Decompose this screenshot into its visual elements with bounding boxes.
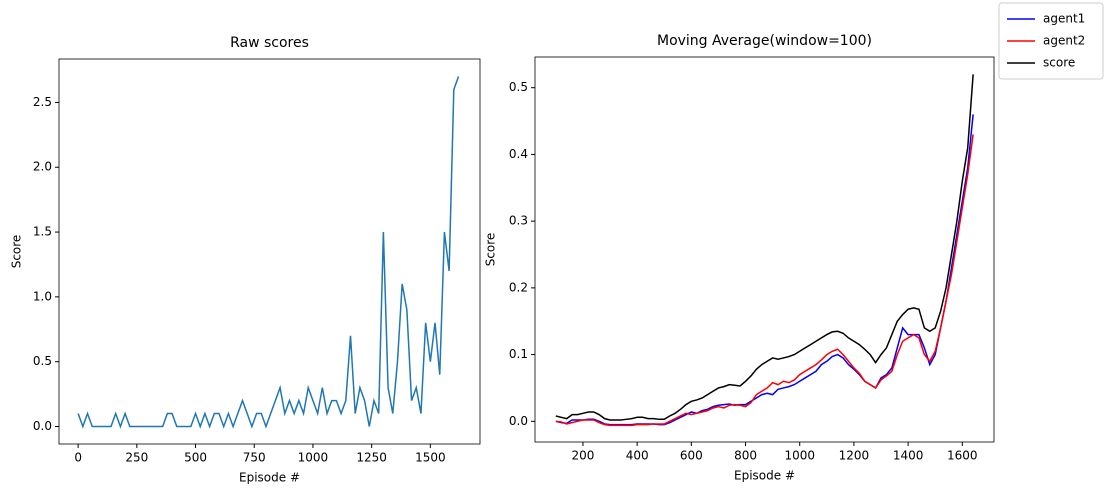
y-tick-label: 0.4 — [509, 147, 528, 161]
x-tick-label: 1000 — [298, 451, 329, 465]
y-tick-label: 0.5 — [33, 354, 52, 368]
y-tick-label: 2.0 — [33, 160, 52, 174]
x-tick-label: 200 — [572, 449, 595, 463]
x-tick-label: 400 — [626, 449, 649, 463]
x-tick-label: 250 — [125, 451, 148, 465]
x-axis-label: Episode # — [734, 469, 795, 483]
legend-label: agent1 — [1043, 12, 1085, 26]
data-line — [555, 134, 974, 427]
y-tick-label: 1.5 — [33, 225, 52, 239]
legend-label: agent2 — [1043, 34, 1085, 48]
x-tick-label: 1500 — [415, 451, 446, 465]
x-tick-label: 1200 — [839, 449, 870, 463]
y-tick-label: 0.0 — [509, 414, 528, 428]
y-tick-label: 2.5 — [33, 95, 52, 109]
legend-box — [998, 2, 1104, 80]
y-tick-label: 0.5 — [509, 80, 528, 94]
plot-frame — [534, 56, 995, 443]
x-tick-label: 800 — [734, 449, 757, 463]
y-tick-label: 0.0 — [33, 419, 52, 433]
x-tick-label: 500 — [184, 451, 207, 465]
data-line — [555, 74, 974, 421]
x-tick-label: 1250 — [356, 451, 387, 465]
x-tick-label: 1600 — [947, 449, 978, 463]
chart-title: Moving Average(window=100) — [657, 33, 872, 49]
x-tick-label: 750 — [243, 451, 266, 465]
legend-label: score — [1043, 56, 1075, 70]
x-tick-label: 1000 — [784, 449, 815, 463]
y-tick-label: 0.3 — [509, 214, 528, 228]
x-tick-label: 0 — [74, 451, 82, 465]
y-tick-label: 1.0 — [33, 289, 52, 303]
x-axis-label: Episode # — [239, 471, 300, 485]
x-tick-label: 600 — [680, 449, 703, 463]
plot-frame — [58, 58, 481, 445]
y-tick-label: 0.2 — [509, 280, 528, 294]
y-tick-label: 0.1 — [509, 347, 528, 361]
y-axis-label: Score — [484, 233, 498, 267]
y-axis-label: Score — [10, 235, 24, 269]
data-line — [555, 114, 974, 426]
data-line — [77, 76, 460, 429]
chart-title: Raw scores — [230, 35, 309, 51]
x-tick-label: 1400 — [893, 449, 924, 463]
